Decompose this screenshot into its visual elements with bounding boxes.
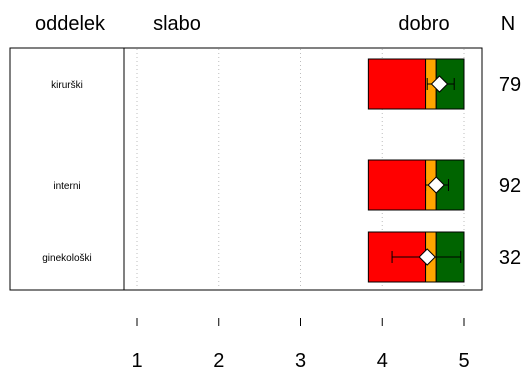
x-tick-label: 3 [295, 350, 306, 372]
x-tick-label: 1 [131, 350, 142, 372]
x-axis: 1 2 3 4 5 [131, 318, 470, 372]
row-label: kirurški [51, 80, 83, 91]
row-2 [367, 231, 465, 283]
bar-low-segment [367, 58, 427, 110]
bars-layer [367, 58, 465, 283]
mean-marker [430, 75, 449, 93]
x-tick-label: 5 [458, 350, 469, 372]
mean-marker [427, 176, 445, 194]
row-count: 32 [499, 247, 521, 269]
row-count: 92 [499, 175, 521, 197]
x-tick-label: 2 [213, 350, 224, 372]
row-label: ginekološki [42, 253, 91, 264]
header-count-label: N [501, 13, 515, 35]
row-count: 79 [499, 74, 521, 96]
row-labels-layer: kirurški 79 interni 92 ginekološki 32 [42, 74, 521, 269]
header-high-label: dobro [398, 13, 449, 35]
x-tick-label: 4 [377, 350, 388, 372]
row-label: interni [53, 181, 80, 192]
header-low-label: slabo [153, 13, 201, 35]
bar-low-segment [367, 159, 427, 211]
header-group-label: oddelek [35, 13, 106, 35]
row-0 [367, 58, 465, 110]
row-1 [367, 159, 465, 211]
mean-marker [418, 248, 436, 266]
